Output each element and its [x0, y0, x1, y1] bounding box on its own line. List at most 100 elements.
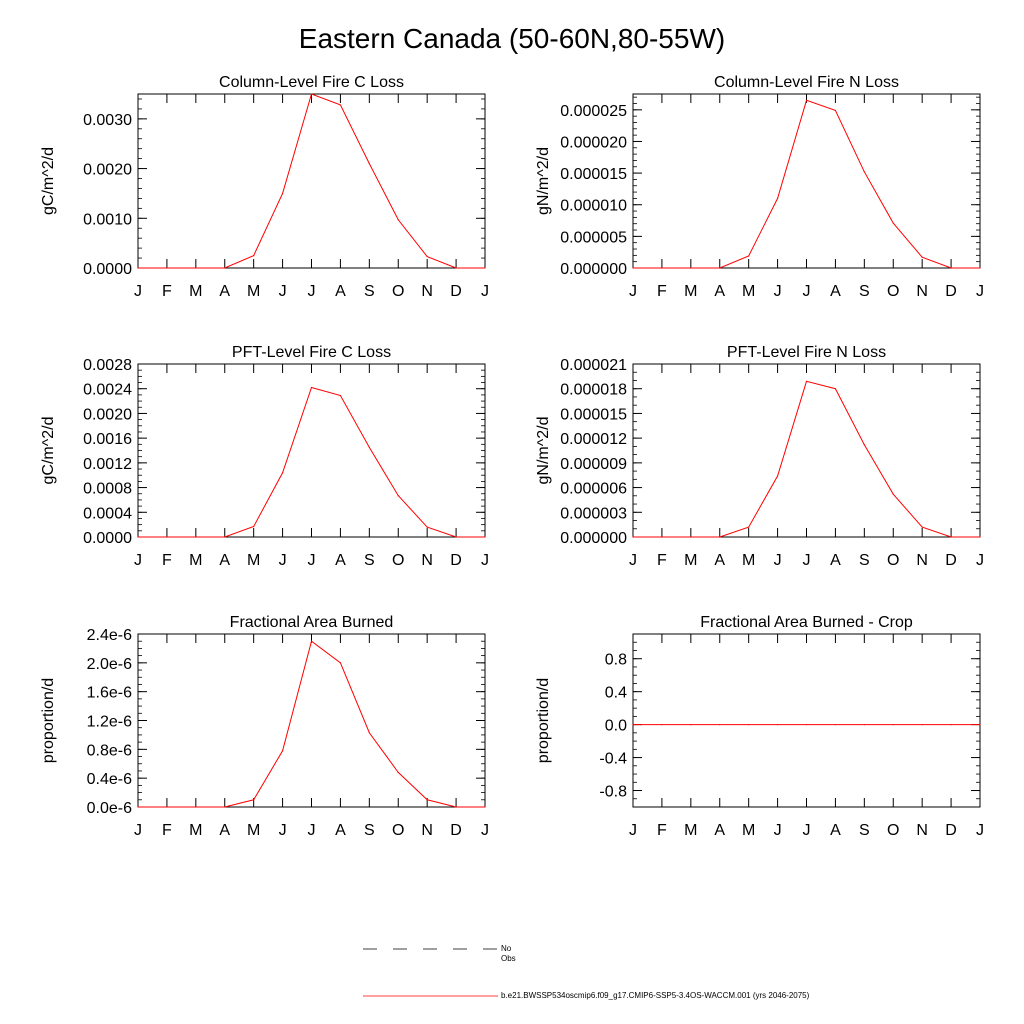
data-point [426, 255, 428, 258]
x-tick-label: M [742, 283, 755, 300]
data-point [776, 724, 779, 726]
chart-panel: Fractional Area Burned - Crop proportion/… [535, 614, 984, 839]
x-tick-label: J [629, 822, 637, 839]
x-tick-label: A [219, 552, 230, 569]
series-line [633, 99, 980, 269]
data-point [339, 394, 342, 397]
data-point [281, 192, 284, 195]
data-point [484, 536, 486, 538]
y-tick-label: 0.8e-6 [87, 742, 132, 759]
series-line [633, 380, 980, 538]
x-tick-label: D [450, 822, 462, 839]
y-tick-label: 0.000015 [560, 166, 627, 183]
y-tick-label: 0.000021 [560, 357, 627, 374]
y-tick-label: 0.000000 [560, 261, 627, 278]
data-point [455, 536, 457, 538]
y-tick-label: 0.000010 [560, 198, 627, 215]
panel-title: Fractional Area Burned [230, 614, 394, 631]
y-tick-label: 0.000015 [560, 406, 627, 423]
data-point [253, 525, 255, 528]
y-tick-label: 0.4e-6 [87, 771, 132, 788]
legend-label-obs: No Obs [501, 944, 516, 963]
y-axis-label: gC/m^2/d [40, 417, 57, 485]
legend-swatch-obs [363, 948, 498, 950]
x-tick-label: M [684, 822, 697, 839]
data-point [863, 724, 865, 726]
data-point [310, 640, 313, 642]
data-point [950, 724, 952, 726]
x-tick-label: J [481, 822, 489, 839]
y-axis-label: gC/m^2/d [40, 147, 57, 215]
x-tick-label: J [774, 552, 782, 569]
data-point [834, 388, 837, 390]
y-tick-label: 0.0030 [83, 112, 132, 129]
y-tick-label: 2.0e-6 [87, 656, 132, 673]
x-tick-label: A [714, 552, 725, 569]
data-point [339, 662, 342, 664]
x-tick-label: O [392, 822, 404, 839]
x-tick-label: J [279, 552, 287, 569]
data-point [195, 267, 197, 269]
x-tick-label: J [976, 552, 984, 569]
y-tick-label: 1.6e-6 [87, 685, 132, 702]
y-tick-label: 0.0000 [83, 530, 132, 547]
data-point [455, 806, 457, 808]
plot-frame [632, 633, 981, 808]
panel-title: Column-Level Fire C Loss [219, 74, 404, 91]
data-point [368, 163, 370, 165]
data-point [455, 267, 457, 269]
x-tick-label: M [189, 552, 202, 569]
y-tick-label: 0.0000 [83, 261, 132, 278]
x-tick-label: N [916, 552, 928, 569]
x-tick-label: M [189, 283, 202, 300]
y-tick-label: -0.4 [599, 751, 627, 768]
x-tick-label: J [481, 283, 489, 300]
data-point [310, 386, 313, 389]
x-tick-label: J [279, 822, 287, 839]
x-tick-label: J [134, 283, 142, 300]
data-point [224, 536, 226, 538]
y-axis-label: proportion/d [40, 678, 57, 763]
data-point [719, 267, 721, 269]
data-point [834, 109, 837, 112]
y-axis-label: proportion/d [535, 678, 552, 763]
data-point [426, 799, 428, 801]
x-tick-label: M [247, 283, 260, 300]
y-tick-label: 0.0020 [83, 406, 132, 423]
y-tick-label: 0.0012 [83, 456, 132, 473]
x-tick-label: A [335, 552, 346, 569]
y-tick-label: -0.8 [599, 784, 627, 801]
data-point [224, 806, 226, 808]
x-tick-label: A [714, 822, 725, 839]
data-point [253, 254, 255, 257]
x-tick-label: J [803, 822, 811, 839]
data-point [224, 267, 226, 269]
data-point [690, 536, 692, 538]
x-tick-label: J [976, 283, 984, 300]
x-tick-label: A [714, 283, 725, 300]
y-axis-label: gN/m^2/d [535, 147, 552, 215]
data-point [310, 93, 313, 95]
y-tick-label: 0.000025 [560, 103, 627, 120]
data-point [166, 536, 168, 538]
panel-title: Fractional Area Burned - Crop [700, 614, 913, 631]
x-tick-label: J [976, 822, 984, 839]
x-tick-label: S [364, 552, 375, 569]
panel-title: Column-Level Fire N Loss [714, 74, 899, 91]
x-tick-label: F [657, 552, 667, 569]
data-point [805, 724, 808, 726]
data-point [892, 724, 894, 726]
series-line [138, 386, 485, 538]
x-tick-label: M [247, 822, 260, 839]
x-tick-label: N [421, 822, 433, 839]
data-point [719, 724, 721, 726]
data-point [921, 724, 923, 726]
x-tick-label: N [421, 552, 433, 569]
data-point [979, 536, 981, 538]
data-point [397, 219, 399, 221]
y-tick-label: 0.0024 [83, 382, 132, 399]
x-tick-label: J [803, 283, 811, 300]
data-point [690, 724, 692, 726]
data-point [661, 536, 663, 538]
data-point [281, 750, 284, 752]
